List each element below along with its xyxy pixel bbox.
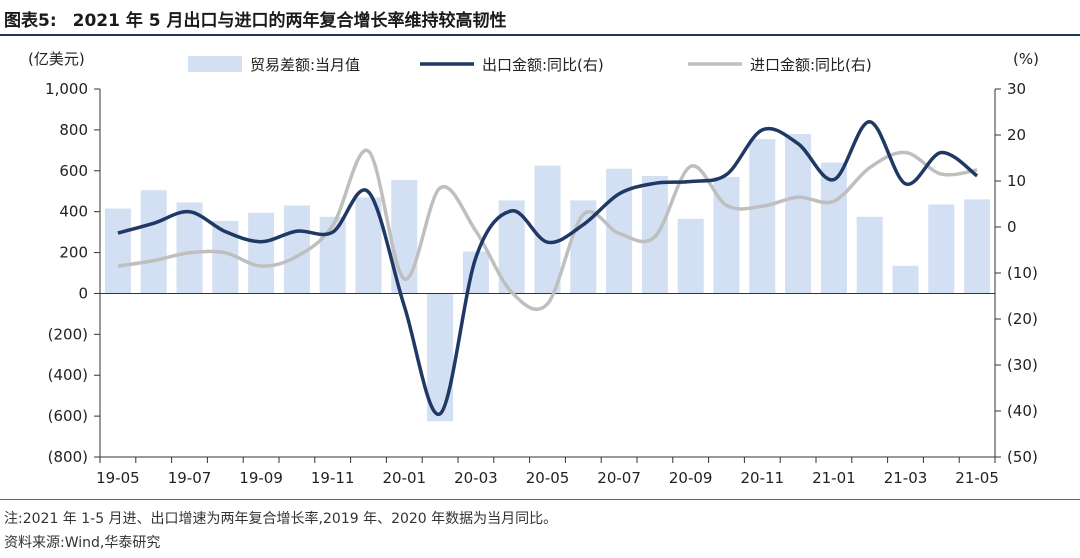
- x-tick-label: 21-03: [884, 469, 928, 487]
- left-tick-label: 200: [59, 244, 88, 262]
- bar-19-07: [176, 202, 203, 294]
- left-tick-label: 600: [59, 162, 88, 180]
- figure-title: 图表5: 2021 年 5 月出口与进口的两年复合增长率维持较高韧性: [4, 6, 507, 31]
- left-tick-label: 1,000: [45, 80, 88, 98]
- bar-20-12: [785, 134, 812, 294]
- right-tick-label: 20: [1007, 126, 1026, 144]
- bar-20-07: [606, 168, 633, 294]
- right-tick-label: (20): [1007, 310, 1038, 328]
- x-tick-label: 20-09: [669, 469, 713, 487]
- right-tick-label: (50): [1007, 448, 1038, 466]
- x-tick-label: 21-01: [812, 469, 856, 487]
- bar-21-05: [964, 199, 991, 294]
- figure-label: 图表5:: [4, 11, 57, 31]
- x-tick-label: 19-05: [96, 469, 140, 487]
- left-tick-label: 0: [78, 284, 88, 302]
- left-tick-label: (200): [48, 325, 88, 343]
- legend-swatch-trade-balance: [188, 56, 242, 72]
- title-rule: [0, 34, 1080, 36]
- bar-20-02: [427, 293, 454, 422]
- x-tick-label: 20-01: [383, 469, 427, 487]
- bar-21-01: [820, 162, 847, 294]
- x-tick-label: 21-05: [955, 469, 999, 487]
- legend-label-trade-balance: 贸易差额:当月值: [250, 56, 360, 74]
- footnote: 注:2021 年 1-5 月进、出口增速为两年复合增长率,2019 年、2020…: [4, 511, 558, 527]
- right-axis-unit: (%): [1013, 50, 1039, 68]
- x-tick-label: 20-05: [526, 469, 570, 487]
- figure-title-text: 2021 年 5 月出口与进口的两年复合增长率维持较高韧性: [72, 11, 507, 31]
- bar-19-06: [140, 190, 167, 294]
- chart: 1,0008006004002000(200)(400)(600)(800)30…: [28, 50, 1039, 487]
- x-tick-label: 19-07: [168, 469, 212, 487]
- x-tick-label: 20-11: [741, 469, 785, 487]
- legend-label-export: 出口金额:同比(右): [482, 56, 604, 74]
- bar-20-05: [534, 165, 561, 294]
- right-tick-label: (40): [1007, 402, 1038, 420]
- right-tick-label: (10): [1007, 264, 1038, 282]
- left-tick-label: 800: [59, 121, 88, 139]
- bar-20-11: [749, 139, 776, 294]
- import-yoy-line: [117, 148, 978, 311]
- bar-21-04: [928, 204, 955, 294]
- right-tick-label: (30): [1007, 356, 1038, 374]
- left-tick-label: 400: [59, 203, 88, 221]
- right-tick-label: 0: [1007, 218, 1017, 236]
- lines-layer: [117, 119, 979, 416]
- left-axis-unit: (亿美元): [28, 50, 85, 68]
- legend: 贸易差额:当月值 出口金额:同比(右) 进口金额:同比(右): [188, 56, 872, 74]
- axes-layer: 1,0008006004002000(200)(400)(600)(800)30…: [45, 80, 1038, 487]
- left-tick-label: (800): [48, 448, 88, 466]
- x-tick-label: 19-11: [311, 469, 355, 487]
- bar-21-02: [856, 216, 883, 294]
- bar-21-03: [892, 265, 919, 294]
- x-tick-label: 19-09: [239, 469, 283, 487]
- bar-19-11: [319, 216, 346, 294]
- bar-20-09: [677, 218, 704, 294]
- right-tick-label: 30: [1007, 80, 1026, 98]
- right-tick-label: 10: [1007, 172, 1026, 190]
- footer-rule: [0, 499, 1080, 500]
- source-note: 资料来源:Wind,华泰研究: [4, 535, 161, 551]
- left-tick-label: (400): [48, 366, 88, 384]
- x-tick-label: 20-03: [454, 469, 498, 487]
- bar-19-09: [248, 212, 275, 294]
- export-yoy-line: [117, 119, 979, 416]
- bar-19-05: [104, 208, 131, 294]
- left-tick-label: (600): [48, 407, 88, 425]
- x-tick-label: 20-07: [597, 469, 641, 487]
- legend-label-import: 进口金额:同比(右): [750, 56, 872, 74]
